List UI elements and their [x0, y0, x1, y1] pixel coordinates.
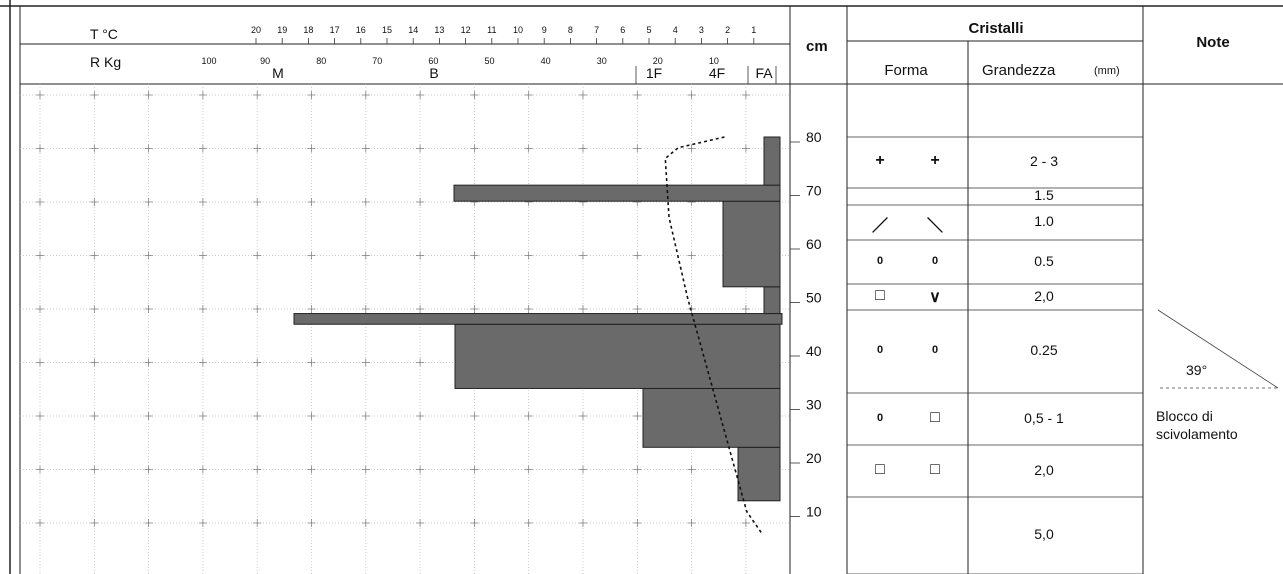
hardness-bar — [763, 136, 781, 186]
hardness-bar — [454, 323, 781, 389]
temperature-label: T °C — [90, 26, 118, 42]
ram-tick-label: 20 — [653, 56, 663, 66]
crystal-shape-left: □ — [875, 460, 885, 478]
ram-tick-label: 30 — [597, 56, 607, 66]
temperature-tick-label: 17 — [330, 25, 340, 35]
temperature-tick-label: 6 — [620, 25, 625, 35]
temperature-line — [664, 136, 763, 534]
temperature-tick-label: 5 — [646, 25, 651, 35]
crystal-shape-left: + — [875, 152, 885, 170]
mm-unit: (mm) — [1094, 65, 1120, 77]
crystal-shape-left: □ — [875, 286, 885, 304]
crystal-shape-left: ／ — [871, 218, 889, 236]
cristalli-header: Cristalli — [968, 20, 1024, 37]
depth-tick-label: 70 — [806, 183, 822, 199]
crystal-shape-left: 0 — [876, 411, 884, 424]
crystal-shape-left: 0 — [876, 254, 884, 267]
temperature-tick-label: 8 — [568, 25, 573, 35]
temperature-tick-label: 10 — [513, 25, 523, 35]
temperature-tick-label: 14 — [408, 25, 418, 35]
temperature-tick-label: 18 — [303, 25, 313, 35]
hardness-label: 4F — [709, 65, 725, 81]
temperature-tick-label: 3 — [699, 25, 704, 35]
crystal-size: 0,5 - 1 — [1024, 409, 1064, 426]
crystal-shape-right: + — [930, 152, 940, 170]
hardness-label: 1F — [646, 65, 662, 81]
crystal-shape-left: 0 — [876, 344, 884, 357]
forma-header: Forma — [884, 62, 928, 79]
grandezza-header: Grandezza — [982, 62, 1056, 79]
temperature-tick-label: 13 — [434, 25, 444, 35]
hardness-bar — [642, 387, 781, 448]
depth-tick-label: 10 — [806, 504, 822, 520]
crystal-size: 2,0 — [1034, 287, 1054, 304]
crystal-size: 1.0 — [1034, 213, 1054, 230]
ram-label: R Kg — [90, 54, 122, 70]
depth-tick-label: 30 — [806, 397, 822, 413]
hardness-bar — [737, 446, 781, 502]
temperature-tick-label: 15 — [382, 25, 392, 35]
crystal-shape-right: 0 — [931, 344, 939, 357]
hardness-bar — [722, 200, 781, 288]
ram-tick-label: 60 — [428, 56, 438, 66]
hardness-bar — [293, 313, 783, 325]
temperature-tick-label: 2 — [725, 25, 730, 35]
depth-tick-label: 50 — [806, 290, 822, 306]
crystal-shape-right: □ — [930, 408, 940, 426]
depth-tick-label: 60 — [806, 236, 822, 252]
slope-angle-sketch — [1157, 309, 1279, 389]
ram-tick-label: 40 — [541, 56, 551, 66]
temperature-tick-label: 12 — [461, 25, 471, 35]
crystal-shape-right: ＼ — [926, 218, 944, 236]
temperature-tick-label: 7 — [594, 25, 599, 35]
crystal-size: 0.25 — [1030, 342, 1058, 359]
temperature-tick-label: 4 — [673, 25, 678, 35]
ram-tick-label: 10 — [709, 56, 719, 66]
note-header: Note — [1196, 34, 1230, 51]
crystal-size: 2 - 3 — [1029, 153, 1059, 170]
temperature-tick-label: 16 — [356, 25, 366, 35]
temperature-tick-label: 1 — [751, 25, 756, 35]
hardness-bars — [293, 136, 783, 502]
crystal-size: 2,0 — [1034, 461, 1054, 478]
ram-tick-label: 100 — [201, 56, 216, 66]
temperature-tick-label: 19 — [277, 25, 287, 35]
ram-tick-label: 90 — [260, 56, 270, 66]
depth-axis: 80 70 60 50 40 30 20 10 — [790, 129, 822, 520]
hardness-label: B — [429, 65, 438, 81]
slope-angle: 39° — [1186, 362, 1208, 378]
hardness-bar — [763, 286, 781, 315]
depth-axis-title: cm — [806, 38, 828, 55]
crystal-shape-right: 0 — [931, 254, 939, 267]
hardness-label: FA — [755, 65, 773, 81]
crystal-size: 5,0 — [1034, 526, 1054, 543]
temperature-tick-label: 11 — [487, 25, 496, 35]
depth-tick-label: 20 — [806, 450, 822, 466]
temperature-tick-label: 20 — [251, 25, 261, 35]
temperature-profile — [664, 136, 763, 534]
crystal-row-lines — [847, 136, 1143, 574]
note-line-2: scivolamento — [1156, 426, 1238, 442]
hardness-label: M — [272, 65, 284, 81]
temperature-tick-label: 9 — [542, 25, 547, 35]
note-line-1: Blocco di — [1156, 408, 1213, 424]
depth-tick-label: 80 — [806, 129, 822, 145]
crystal-size: 1.5 — [1034, 187, 1054, 204]
ram-tick-label: 50 — [484, 56, 494, 66]
depth-tick-label: 40 — [806, 343, 822, 359]
crystal-size: 0.5 — [1034, 252, 1054, 269]
crystal-shape-right: ∨ — [929, 288, 941, 306]
hardness-bar — [453, 184, 781, 202]
header-scales: 20 19 18 17 16 15 14 13 12 11 10 9 8 7 6 5 4 3 2 1 100 90 80 70… — [201, 25, 777, 84]
ram-tick-label: 80 — [316, 56, 326, 66]
ram-tick-label: 70 — [372, 56, 382, 66]
crystal-shape-right: □ — [930, 460, 940, 478]
